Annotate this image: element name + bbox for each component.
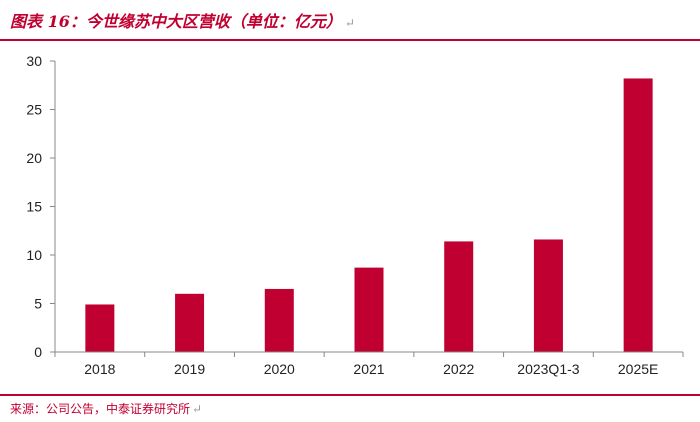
bottom-rule [0, 394, 700, 396]
bar-2019 [175, 293, 205, 352]
bar-2022 [444, 241, 474, 352]
x-tick-label: 2021 [353, 361, 384, 377]
x-tick-label: 2022 [443, 361, 474, 377]
x-axis: 2018 2019 2020 2021 2022 2023Q1-3 2025E [54, 351, 684, 377]
bar-chart: 0 5 10 15 20 25 30 2018 2019 2020 2021 2022 2023Q1-… [26, 53, 684, 377]
bar-2023Q1-3 [533, 239, 563, 352]
y-tick-label: 30 [26, 53, 42, 69]
bar-2021 [354, 267, 384, 352]
y-tick-label: 20 [26, 150, 42, 166]
title-bar: 图表 16：今世缘苏中大区营收（单位：亿元） ↵ [0, 0, 700, 40]
top-rule [0, 39, 700, 41]
x-tick-label: 2018 [84, 361, 115, 377]
bars [85, 78, 653, 353]
source-note: 来源：公司公告，中泰证券研究所 ↵ [10, 400, 202, 417]
return-mark: ↵ [344, 16, 355, 30]
bar-2020 [264, 288, 294, 352]
chart-title-text: 图表 16：今世缘苏中大区营收（单位：亿元） [10, 12, 342, 31]
y-tick-label: 0 [34, 344, 42, 360]
bar-2025E [623, 78, 653, 353]
x-tick-label: 2023Q1-3 [517, 361, 579, 377]
y-tick-label: 10 [26, 247, 42, 263]
y-tick-label: 5 [34, 296, 42, 312]
y-axis: 0 5 10 15 20 25 30 [26, 53, 56, 360]
y-tick-label: 15 [26, 199, 42, 215]
bar-2018 [85, 304, 115, 352]
chart-title: 图表 16：今世缘苏中大区营收（单位：亿元） ↵ [10, 8, 355, 32]
y-tick-label: 25 [26, 102, 42, 118]
x-tick-label: 2025E [618, 361, 658, 377]
x-tick-label: 2019 [174, 361, 205, 377]
source-return-mark: ↵ [192, 402, 203, 416]
source-text: 来源：公司公告，中泰证券研究所 [10, 402, 191, 416]
x-tick-label: 2020 [264, 361, 295, 377]
